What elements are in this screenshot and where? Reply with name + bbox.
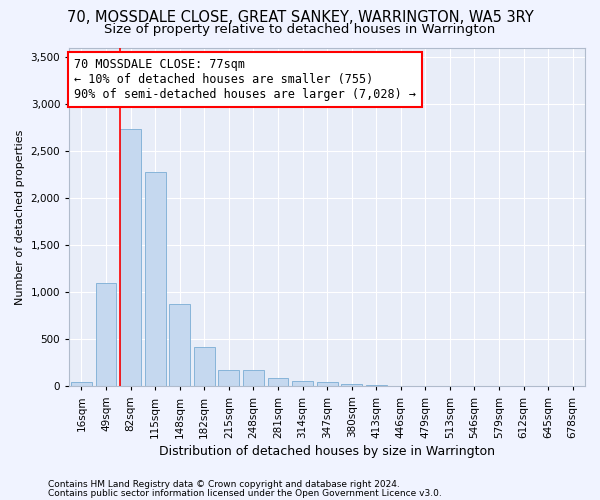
Bar [95,283,116,387]
Bar [317,382,338,386]
Bar [218,370,239,386]
Text: Size of property relative to detached houses in Warrington: Size of property relative to detached ho… [104,22,496,36]
X-axis label: Distribution of detached houses by size in Warrington: Distribution of detached houses by size … [159,444,495,458]
Text: 70 MOSSDALE CLOSE: 77sqm
← 10% of detached houses are smaller (755)
90% of semi-: 70 MOSSDALE CLOSE: 77sqm ← 10% of detach… [74,58,416,100]
Text: Contains public sector information licensed under the Open Government Licence v3: Contains public sector information licen… [48,488,442,498]
Bar [341,384,362,386]
Bar [243,370,264,386]
Bar [145,172,166,386]
Bar [292,381,313,386]
Bar [169,304,190,386]
Bar [71,382,92,386]
Y-axis label: Number of detached properties: Number of detached properties [15,130,25,304]
Text: 70, MOSSDALE CLOSE, GREAT SANKEY, WARRINGTON, WA5 3RY: 70, MOSSDALE CLOSE, GREAT SANKEY, WARRIN… [67,10,533,25]
Text: Contains HM Land Registry data © Crown copyright and database right 2024.: Contains HM Land Registry data © Crown c… [48,480,400,489]
Bar [268,378,289,386]
Bar [120,130,141,386]
Bar [366,384,386,386]
Bar [194,347,215,387]
